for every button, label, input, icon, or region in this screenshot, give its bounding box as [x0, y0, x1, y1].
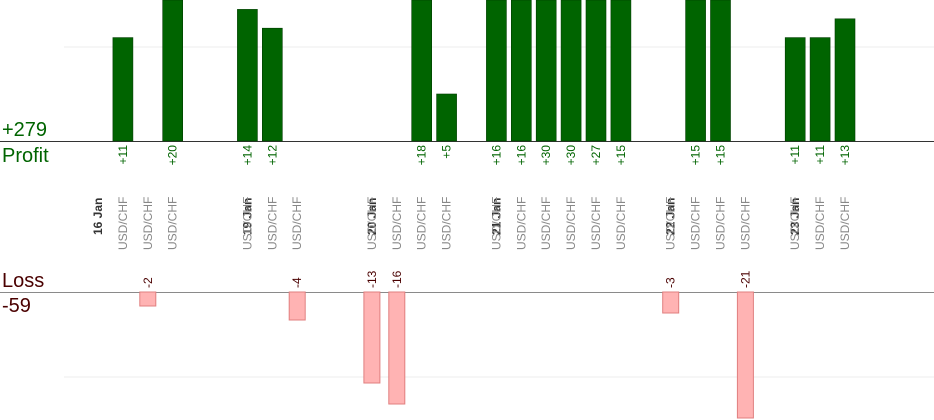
pair-label: USD/CHF: [838, 197, 852, 250]
profit-bar: [112, 37, 134, 142]
pair-label: USD/CHF: [240, 197, 254, 250]
profit-bar: [834, 18, 856, 142]
profit-bar: [510, 0, 532, 142]
profit-value-label: +12: [265, 145, 279, 166]
pair-label: USD/CHF: [788, 197, 802, 250]
date-label: 20 Jan: [365, 198, 379, 235]
profit-bar: [710, 0, 731, 142]
loss-value-label: -4: [290, 277, 304, 288]
loss-value-label: -3: [664, 277, 678, 288]
profit-value-label: +15: [614, 145, 628, 166]
profit-value-label: +14: [240, 145, 254, 166]
loss-value-label: -21: [738, 270, 752, 288]
profit-bar: [585, 0, 607, 142]
loss-bar: [662, 291, 680, 314]
profit-value-label: +11: [788, 145, 802, 165]
profit-bar: [436, 93, 457, 142]
pair-label: USD/CHF: [813, 197, 827, 250]
loss-label: Loss: [2, 270, 45, 292]
pair-label: USD/CHF: [265, 197, 279, 250]
profit-bar: [237, 9, 258, 142]
profit-value-label: +20: [166, 145, 180, 166]
pair-label: USD/CHF: [440, 197, 454, 250]
pair-label: USD/CHF: [365, 197, 379, 250]
loss-bar: [139, 291, 157, 307]
loss-value-label: -16: [390, 270, 404, 288]
pair-label: USD/CHF: [415, 197, 429, 250]
pair-label: USD/CHF: [664, 197, 678, 250]
loss-bar: [363, 291, 381, 384]
loss-total: -59: [2, 295, 31, 317]
profit-bar: [685, 0, 706, 142]
profit-value-label: +27: [589, 145, 603, 166]
profit-value-label: +15: [714, 145, 728, 166]
pair-label: USD/CHF: [116, 197, 130, 250]
pair-label: USD/CHF: [489, 197, 503, 250]
profit-value-label: +11: [116, 145, 130, 165]
loss-bar: [736, 291, 754, 419]
date-label: 23 Jan: [788, 198, 802, 235]
pair-label: USD/CHF: [564, 197, 578, 250]
labels: 16 Jan 19 Jan 20 Jan 21 Jan 22 Jan 23 JanUSD/…: [91, 145, 852, 288]
pair-label: USD/CHF: [290, 197, 304, 250]
profit-bar: [560, 0, 582, 142]
pair-label: USD/CHF: [738, 197, 752, 250]
loss-value-label: -2: [141, 277, 155, 288]
pair-label: USD/CHF: [390, 197, 404, 250]
pair-label: USD/CHF: [689, 197, 703, 250]
profit-bar: [535, 0, 557, 142]
loss-bar: [388, 291, 406, 405]
pair-label: USD/CHF: [514, 197, 528, 250]
profit-value-label: +5: [440, 145, 454, 159]
profit-value-label: +30: [539, 145, 553, 166]
profit-bar: [411, 0, 433, 142]
profit-bar: [261, 27, 283, 142]
bars: [112, 0, 856, 419]
profit-total: +279: [2, 119, 48, 141]
profit-value-label: +11: [813, 145, 827, 165]
pair-label: USD/CHF: [589, 197, 603, 250]
loss-value-label: -13: [365, 270, 379, 288]
loss-bar: [288, 291, 306, 321]
pair-label: USD/CHF: [539, 197, 553, 250]
profit-value-label: +15: [689, 145, 703, 166]
profit-bar: [809, 37, 831, 142]
profit-bar: [486, 0, 507, 142]
pair-label: USD/CHF: [714, 197, 728, 250]
profit-bar: [162, 0, 183, 142]
date-label: 16 Jan: [91, 198, 105, 235]
date-label: 22 Jan: [664, 198, 678, 235]
profit-value-label: +18: [415, 145, 429, 166]
profit-value-label: +16: [514, 145, 528, 166]
profit-value-label: +30: [564, 145, 578, 166]
profit-bar: [784, 37, 806, 142]
profit-value-label: +13: [838, 145, 852, 166]
date-label: 19 Jan: [240, 198, 254, 235]
date-label: 21 Jan: [489, 198, 503, 235]
pair-label: USD/CHF: [141, 197, 155, 250]
profit-label: Profit: [2, 145, 49, 167]
profit-bar: [610, 0, 632, 142]
profit-value-label: +16: [489, 145, 503, 166]
pair-label: USD/CHF: [166, 197, 180, 250]
pair-label: USD/CHF: [614, 197, 628, 250]
